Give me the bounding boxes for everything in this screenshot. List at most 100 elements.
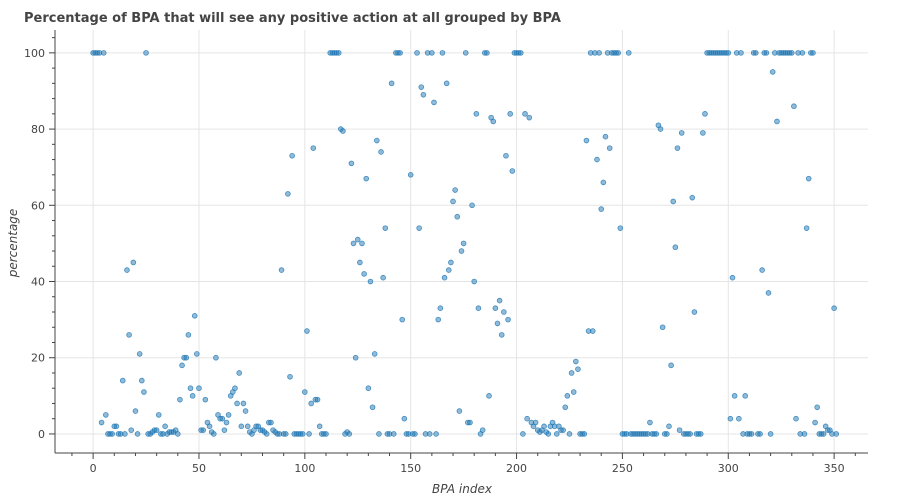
data-point xyxy=(100,50,107,56)
data-point xyxy=(520,431,526,437)
data-point xyxy=(441,274,448,281)
data-point xyxy=(814,404,820,411)
data-point xyxy=(799,50,806,56)
data-point xyxy=(346,431,353,437)
data-point xyxy=(469,202,475,209)
data-point xyxy=(752,50,759,56)
data-point xyxy=(596,50,602,56)
data-point xyxy=(606,145,613,151)
data-point xyxy=(401,415,408,422)
data-point xyxy=(367,278,374,285)
data-point xyxy=(581,431,588,437)
data-point xyxy=(617,225,624,231)
x-tick-label: 300 xyxy=(718,462,739,475)
data-point xyxy=(598,206,605,212)
data-point xyxy=(174,431,181,437)
data-point xyxy=(278,267,285,273)
data-point xyxy=(418,84,425,90)
data-point xyxy=(467,419,473,426)
data-point xyxy=(187,385,194,392)
data-point xyxy=(420,91,427,98)
data-point xyxy=(803,225,810,231)
data-point xyxy=(793,415,799,422)
data-point xyxy=(124,267,130,273)
data-point xyxy=(323,431,329,437)
data-point xyxy=(357,259,363,266)
data-point xyxy=(666,423,672,430)
x-tick-label: 250 xyxy=(612,462,633,475)
data-point xyxy=(492,305,499,311)
data-point xyxy=(496,297,503,304)
data-point xyxy=(407,172,414,178)
data-point xyxy=(725,50,732,56)
data-point xyxy=(433,431,439,437)
data-point xyxy=(763,50,770,56)
data-point xyxy=(788,50,795,56)
data-point xyxy=(263,431,270,437)
data-point xyxy=(691,309,698,315)
data-point xyxy=(479,427,486,433)
data-point xyxy=(359,240,365,247)
data-point xyxy=(738,50,744,56)
data-point xyxy=(113,423,120,430)
data-point xyxy=(352,354,359,361)
data-point xyxy=(289,152,295,159)
data-point xyxy=(287,373,293,380)
data-point xyxy=(659,324,666,331)
data-point xyxy=(445,267,452,273)
data-point xyxy=(426,431,433,437)
data-point xyxy=(268,419,274,426)
data-point xyxy=(141,389,147,395)
data-point xyxy=(310,145,317,151)
data-point xyxy=(382,225,389,231)
data-point xyxy=(191,313,198,319)
x-tick-label: 0 xyxy=(90,462,97,475)
x-tick-label: 200 xyxy=(506,462,527,475)
data-point xyxy=(412,431,418,437)
data-point xyxy=(583,137,590,144)
x-tick-label: 150 xyxy=(400,462,421,475)
data-point xyxy=(136,351,143,357)
data-point xyxy=(507,111,513,117)
data-point xyxy=(566,431,573,437)
data-point xyxy=(600,179,607,186)
y-tick-label: 60 xyxy=(31,199,45,212)
data-point xyxy=(672,244,679,251)
data-point xyxy=(486,393,492,399)
data-point xyxy=(103,412,109,418)
data-point xyxy=(810,50,816,56)
data-point xyxy=(522,111,528,117)
data-point xyxy=(505,316,511,323)
data-point xyxy=(185,332,192,338)
data-point xyxy=(225,412,232,418)
data-point xyxy=(833,431,840,437)
x-tick-label: 350 xyxy=(824,462,845,475)
data-point xyxy=(299,431,306,437)
data-point xyxy=(390,431,397,437)
data-point xyxy=(130,259,137,266)
data-point xyxy=(431,99,437,106)
data-point xyxy=(490,118,497,125)
data-point xyxy=(380,274,386,281)
data-point xyxy=(397,50,403,56)
data-point xyxy=(475,305,482,311)
y-tick-label: 80 xyxy=(31,123,45,136)
data-point xyxy=(625,50,632,56)
data-point xyxy=(302,389,308,395)
data-point xyxy=(236,370,242,376)
data-point xyxy=(210,431,217,437)
data-point xyxy=(189,393,196,399)
data-point xyxy=(206,423,213,430)
x-tick-label: 100 xyxy=(294,462,315,475)
data-point xyxy=(416,225,422,231)
data-point xyxy=(234,400,240,407)
data-point xyxy=(471,278,478,285)
data-point xyxy=(594,156,600,163)
data-point xyxy=(354,236,361,243)
data-point xyxy=(378,149,384,155)
data-point xyxy=(153,427,160,433)
data-point xyxy=(335,50,342,56)
data-point xyxy=(388,80,395,87)
data-point xyxy=(314,396,321,403)
data-point xyxy=(517,50,524,56)
